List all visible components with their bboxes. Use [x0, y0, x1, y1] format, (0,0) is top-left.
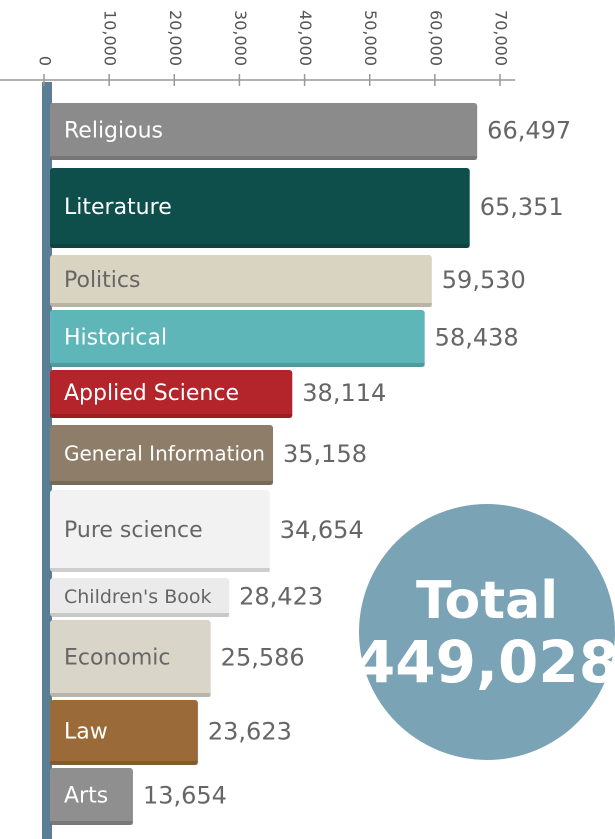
category-label: Pure science: [64, 518, 203, 543]
bar-edge: [50, 244, 470, 248]
bar: [50, 768, 133, 825]
category-label: Law: [64, 720, 108, 745]
bar-edge: [50, 568, 270, 572]
category-label: Economic: [64, 646, 171, 671]
category-label: Politics: [64, 268, 140, 293]
value-label: 35,158: [283, 440, 367, 468]
x-tick-label: 50,000: [361, 10, 380, 66]
category-label: Arts: [64, 784, 108, 809]
total-label: Total: [416, 571, 558, 631]
x-tick-label: 10,000: [101, 10, 120, 66]
bar: [50, 620, 211, 697]
bar: [50, 425, 274, 485]
category-label: Applied Science: [64, 381, 239, 406]
category-label: Historical: [64, 326, 167, 351]
x-tick-label: 70,000: [492, 10, 511, 66]
value-label: 23,623: [208, 718, 292, 746]
axis-spine: [42, 82, 52, 839]
bar: [50, 310, 425, 367]
bar-edge: [50, 821, 133, 825]
bar: [50, 490, 270, 572]
bar: [50, 370, 293, 418]
bar-edge: [50, 613, 230, 617]
bar-edge: [50, 414, 293, 418]
value-label: 28,423: [239, 583, 323, 611]
x-tick-label: 40,000: [296, 10, 315, 66]
bar: [50, 255, 432, 307]
bar-edge: [50, 156, 478, 160]
bar-edge: [50, 303, 432, 307]
category-label: Religious: [64, 119, 163, 144]
value-label: 65,351: [480, 193, 564, 221]
value-label: 58,438: [435, 324, 519, 352]
bar: [50, 103, 478, 160]
x-tick-label: 20,000: [166, 10, 185, 66]
bar-edge: [50, 481, 274, 485]
bar-edge: [50, 363, 425, 367]
category-label: General Information: [64, 442, 265, 466]
x-tick-label: 30,000: [231, 10, 250, 66]
value-label: 13,654: [143, 782, 227, 810]
bar-edge: [50, 761, 198, 765]
value-label: 66,497: [487, 117, 571, 145]
bar: [50, 700, 198, 765]
category-label: Literature: [64, 195, 172, 220]
total-value: 449,028: [355, 628, 615, 696]
bar-edge: [50, 693, 211, 697]
bar: [50, 578, 230, 617]
value-label: 34,654: [280, 516, 364, 544]
bar: [50, 168, 470, 248]
value-label: 25,586: [221, 644, 305, 672]
value-label: 38,114: [302, 379, 386, 407]
category-label: Children's Book: [64, 586, 212, 608]
x-tick-label: 0: [36, 56, 55, 66]
total-circle: [359, 504, 615, 760]
x-tick-label: 60,000: [426, 10, 445, 66]
value-label: 59,530: [442, 266, 526, 294]
